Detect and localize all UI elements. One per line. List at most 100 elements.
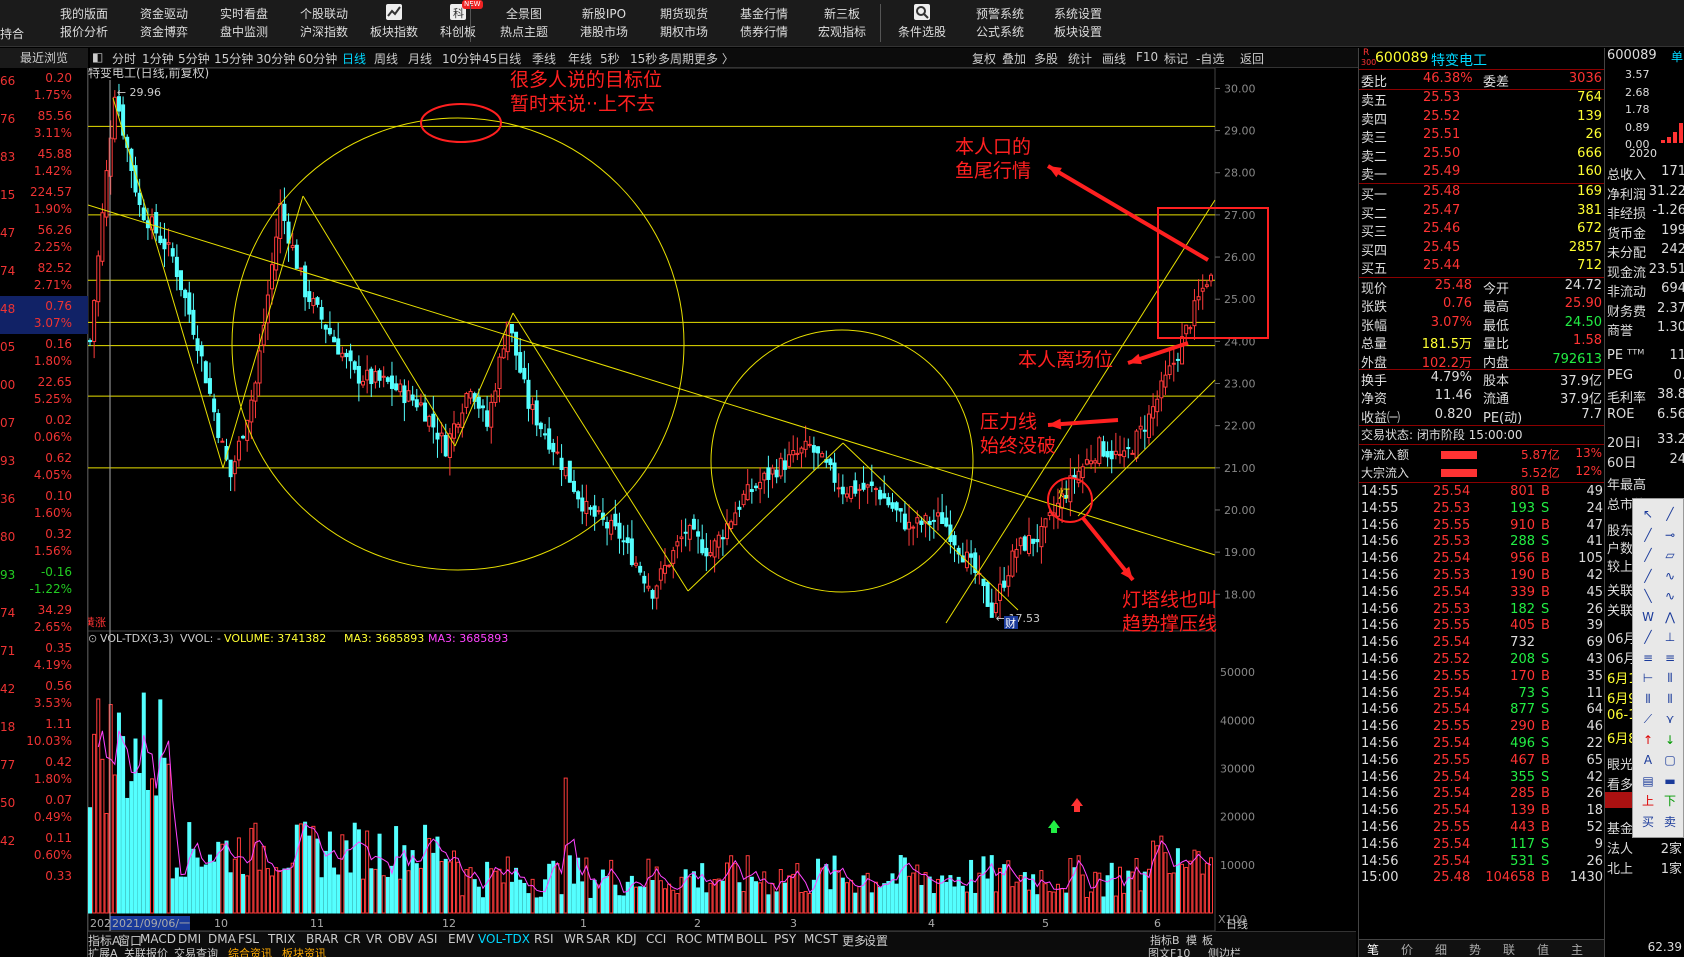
period-15[interactable]: 多周期: [658, 52, 695, 66]
tool-3[interactable]: 统计: [1068, 52, 1093, 66]
menu-12-top[interactable]: 预警系统: [975, 7, 1024, 21]
tool-7[interactable]: -自选: [1196, 52, 1225, 66]
period-0[interactable]: 分时: [112, 52, 137, 66]
period-5[interactable]: 60分钟: [298, 52, 338, 66]
tool-4[interactable]: 画线: [1102, 52, 1127, 66]
recent-row[interactable]: 07 0.02 0.06%: [0, 410, 88, 448]
drawing-toolbox[interactable]: ↖ ╱ ╱ ⊸ ╱ ▱ ╱ ∿ ╲ ∿ W ⋀ ╱ ⊥ ≡ ≡ ⊢ ⫴ ⫴ ⫴ ⟋ ⋎ ↑ ↓ A ▢ ▤ ▬ 上下买卖: [1632, 498, 1684, 838]
bottom-right-1[interactable]: 模: [1186, 934, 1197, 947]
indicator-7[interactable]: BRAR: [306, 932, 339, 946]
tool-6[interactable]: 标记: [1164, 52, 1189, 66]
recent-row[interactable]: 80 0.32 1.56%: [0, 524, 88, 562]
menu-12-bottom[interactable]: 公式系统: [975, 25, 1024, 39]
menu-10-bottom[interactable]: 宏观指标: [817, 25, 866, 39]
menu-9-top[interactable]: 基金行情: [739, 7, 788, 21]
menu-13-top[interactable]: 系统设置: [1053, 7, 1102, 21]
period-2[interactable]: 5分钟: [178, 52, 210, 66]
menu-8-top[interactable]: 期货现货: [659, 7, 708, 21]
recent-row[interactable]: 77 0.42 1.80%: [0, 752, 88, 790]
period-10[interactable]: 45日线: [482, 52, 522, 66]
draw-tool-icon[interactable]: ╱: [1644, 548, 1652, 562]
draw-tool-icon[interactable]: ▤: [1642, 773, 1654, 788]
draw-tool-icon[interactable]: ⋀: [1665, 609, 1675, 624]
recent-row[interactable]: 18 1.11 10.03%: [0, 714, 88, 752]
indicator-24[interactable]: 更多: [842, 934, 867, 948]
menu-7-top[interactable]: 新股IPO: [581, 7, 627, 21]
draw-tool-icon[interactable]: 买: [1641, 814, 1654, 829]
menu-0-top[interactable]: 我的版面: [59, 7, 108, 21]
menu-8-bottom[interactable]: 期权市场: [659, 25, 708, 39]
period-1[interactable]: 1分钟: [142, 52, 174, 66]
recent-row[interactable]: 93 0.62 4.05%: [0, 448, 88, 486]
draw-tool-icon[interactable]: ∿: [1664, 589, 1676, 603]
menu-2-top[interactable]: 实时看盘: [219, 7, 268, 21]
menu-6-top[interactable]: 全景图: [505, 7, 542, 21]
recent-row[interactable]: 50 0.07 0.49%: [0, 790, 88, 828]
period-9[interactable]: 10分钟: [442, 52, 482, 66]
draw-tool-icon[interactable]: ≡: [1642, 650, 1654, 665]
indicator-23[interactable]: MCST: [804, 932, 838, 946]
quote-tab-5[interactable]: 值: [1537, 943, 1550, 957]
recent-row[interactable]: 83 45.88 1.42%: [0, 144, 88, 182]
bottom-tab-2[interactable]: 交易查询: [174, 947, 218, 957]
quote-tab-3[interactable]: 势: [1469, 943, 1482, 957]
draw-tool-icon[interactable]: ⟋: [1643, 712, 1653, 726]
tool-8[interactable]: 返回: [1240, 52, 1265, 66]
indicator-17[interactable]: KDJ: [616, 932, 637, 946]
menu-9-bottom[interactable]: 债券行情: [739, 25, 788, 39]
quote-tab-1[interactable]: 价: [1401, 943, 1414, 957]
menu-0-bottom[interactable]: 报价分析: [59, 25, 108, 39]
stock-name[interactable]: 特变电工: [1431, 53, 1487, 69]
menu-10-top[interactable]: 新三板: [823, 7, 860, 21]
kline-chart[interactable]: 30.0029.0028.0027.0026.0025.0024.0023.00…: [88, 68, 1358, 932]
recent-row[interactable]: 47 56.26 2.25%: [0, 220, 88, 258]
recent-row[interactable]: 42 0.11 0.60%: [0, 828, 88, 866]
period-7[interactable]: 周线: [374, 52, 399, 66]
period-8[interactable]: 月线: [408, 52, 433, 66]
indicator-14[interactable]: RSI: [534, 932, 554, 946]
quote-tab-4[interactable]: 联: [1503, 943, 1516, 957]
menu-3-top[interactable]: 个股联动: [299, 7, 348, 21]
period-4[interactable]: 30分钟: [256, 52, 296, 66]
indicator-2[interactable]: MACD: [140, 932, 176, 946]
quote-tab-2[interactable]: 细: [1435, 943, 1448, 957]
menu-1-top[interactable]: 资金驱动: [139, 7, 188, 21]
tool-1[interactable]: 叠加: [1002, 52, 1027, 66]
menu-2-bottom[interactable]: 盘中监测: [219, 25, 268, 39]
menu-left-label[interactable]: 持合: [0, 27, 25, 41]
indicator-0[interactable]: 指标A: [88, 934, 121, 948]
menu-5-bottom[interactable]: 科创板: [439, 25, 476, 39]
indicator-16[interactable]: SAR: [586, 932, 611, 946]
menu-11-bottom[interactable]: 条件选股: [897, 25, 946, 39]
bottom-right-0[interactable]: 指标B: [1150, 934, 1180, 947]
recent-row[interactable]: 74 82.52 2.71%: [0, 258, 88, 296]
menu-6-bottom[interactable]: 热点主题: [499, 25, 548, 39]
menu-7-bottom[interactable]: 港股市场: [579, 25, 628, 39]
far-code[interactable]: 600089: [1607, 48, 1657, 63]
draw-tool-icon[interactable]: ⊢: [1642, 671, 1654, 685]
draw-tool-icon[interactable]: ╱: [1644, 568, 1652, 583]
draw-tool-icon[interactable]: ≡: [1664, 650, 1676, 665]
indicator-15[interactable]: WR: [564, 932, 585, 946]
bottom-right-3[interactable]: 日线: [1226, 918, 1248, 931]
draw-tool-icon[interactable]: ⊥: [1664, 630, 1676, 644]
draw-tool-icon[interactable]: ∿: [1664, 568, 1676, 583]
recent-row[interactable]: 0.33: [0, 866, 88, 904]
menu-4-bottom[interactable]: 板块指数: [369, 25, 418, 39]
indicator-3[interactable]: DMI: [178, 932, 202, 946]
indicator-11[interactable]: ASI: [418, 932, 438, 946]
bottom-tab-4[interactable]: 板块资讯: [282, 947, 326, 957]
draw-tool-icon[interactable]: 下: [1663, 794, 1676, 808]
quote-tab-0[interactable]: 笔: [1367, 943, 1380, 957]
period-12[interactable]: 年线: [568, 52, 593, 66]
recent-row[interactable]: 76 85.56 3.11%: [0, 106, 88, 144]
bottom-right-4[interactable]: 图文F10: [1148, 947, 1191, 957]
draw-tool-icon[interactable]: 上: [1641, 794, 1654, 808]
period-3[interactable]: 15分钟: [214, 52, 254, 66]
period-14[interactable]: 15秒: [630, 52, 658, 66]
bottom-tab-1[interactable]: 关联报价: [124, 947, 168, 957]
draw-tool-icon[interactable]: ↑: [1642, 732, 1654, 747]
recent-row[interactable]: 71 0.35 4.19%: [0, 638, 88, 676]
recent-row[interactable]: 00 22.65 5.25%: [0, 372, 88, 410]
stock-code[interactable]: 600089: [1375, 50, 1429, 66]
